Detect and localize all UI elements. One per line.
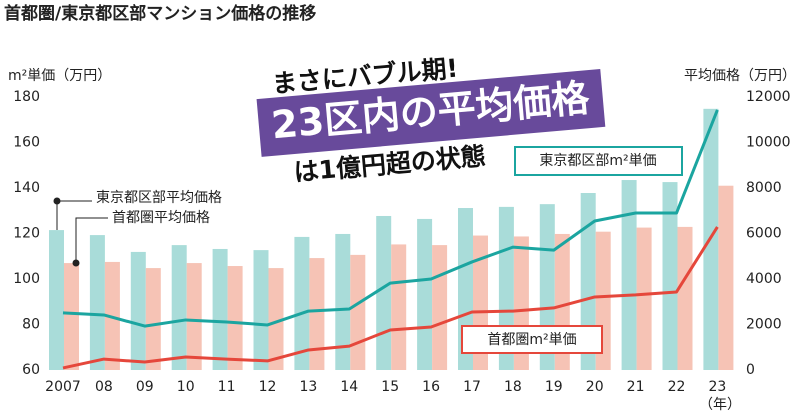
legend-label: 首都圏m²単価	[487, 332, 576, 348]
bar	[718, 185, 734, 370]
bar	[432, 245, 448, 370]
bar	[636, 227, 652, 370]
bar	[335, 233, 351, 370]
y-tick-label: 100	[13, 271, 40, 287]
legend-label: 首都圏平均価格	[112, 210, 210, 226]
x-axis-label: （年）	[699, 397, 741, 413]
bar	[417, 218, 433, 370]
bar	[130, 251, 146, 370]
x-tick-label: 11	[218, 379, 236, 395]
y-tick-label: 60	[22, 362, 40, 378]
y-tick-label: 80	[22, 317, 40, 333]
y2-tick-label: 0	[746, 362, 755, 378]
bar	[145, 268, 161, 370]
x-tick-label: 17	[463, 379, 481, 395]
x-tick-label: 12	[259, 379, 277, 395]
y2-tick-label: 2000	[746, 317, 782, 333]
x-tick-label: 22	[668, 379, 686, 395]
line	[62, 109, 719, 328]
x-tick-label: 19	[545, 379, 563, 395]
bar	[621, 180, 637, 370]
bar	[171, 245, 187, 370]
x-tick-label: 2007	[45, 379, 81, 395]
y-tick-label: 180	[13, 89, 40, 105]
bar	[268, 268, 284, 370]
bar	[64, 263, 79, 370]
legend-box	[461, 325, 603, 354]
legend-leader	[75, 217, 108, 263]
y2-tick-label: 12000	[746, 89, 791, 105]
y-axis-label: m²単価（万円）	[8, 68, 111, 84]
annotation-box	[256, 69, 606, 157]
bar	[309, 258, 325, 370]
x-tick-label: 13	[299, 379, 317, 395]
legend-label: 東京都区部m²単価	[539, 153, 656, 169]
bar	[294, 236, 310, 370]
y2-tick-label: 8000	[746, 180, 782, 196]
x-tick-label: 14	[340, 379, 358, 395]
bar	[391, 244, 407, 370]
y-tick-label: 120	[13, 226, 40, 242]
bar	[212, 248, 228, 370]
legend-leader	[56, 200, 92, 230]
y-tick-label: 160	[13, 135, 40, 151]
bar	[376, 215, 392, 370]
bar	[350, 254, 366, 370]
x-tick-label: 21	[627, 379, 645, 395]
legend-box	[514, 146, 683, 176]
bar	[49, 230, 64, 370]
bar	[227, 266, 243, 370]
line	[62, 226, 719, 370]
bar	[677, 226, 693, 370]
x-tick-label: 10	[177, 379, 195, 395]
y2-tick-label: 6000	[746, 226, 782, 242]
bar	[89, 235, 105, 370]
legend-dot	[53, 197, 61, 205]
legend-dot	[72, 259, 80, 267]
y2-axis-label: 平均価格（万円）	[684, 68, 796, 84]
x-tick-label: 20	[586, 379, 604, 395]
x-tick-label: 23	[708, 379, 726, 395]
x-tick-label: 16	[422, 379, 440, 395]
y2-tick-label: 10000	[746, 135, 791, 151]
bar	[662, 182, 678, 370]
x-tick-label: 09	[136, 379, 154, 395]
legend-label: 東京都区部平均価格	[96, 190, 222, 206]
y2-tick-label: 4000	[746, 271, 782, 287]
chart-title: 首都圏/東京都区部マンション価格の推移	[4, 3, 316, 24]
x-tick-label: 15	[381, 379, 399, 395]
x-tick-label: 18	[504, 379, 522, 395]
x-tick-label: 08	[95, 379, 113, 395]
bar	[253, 250, 269, 370]
y-tick-label: 140	[13, 180, 40, 196]
bar	[186, 263, 202, 370]
